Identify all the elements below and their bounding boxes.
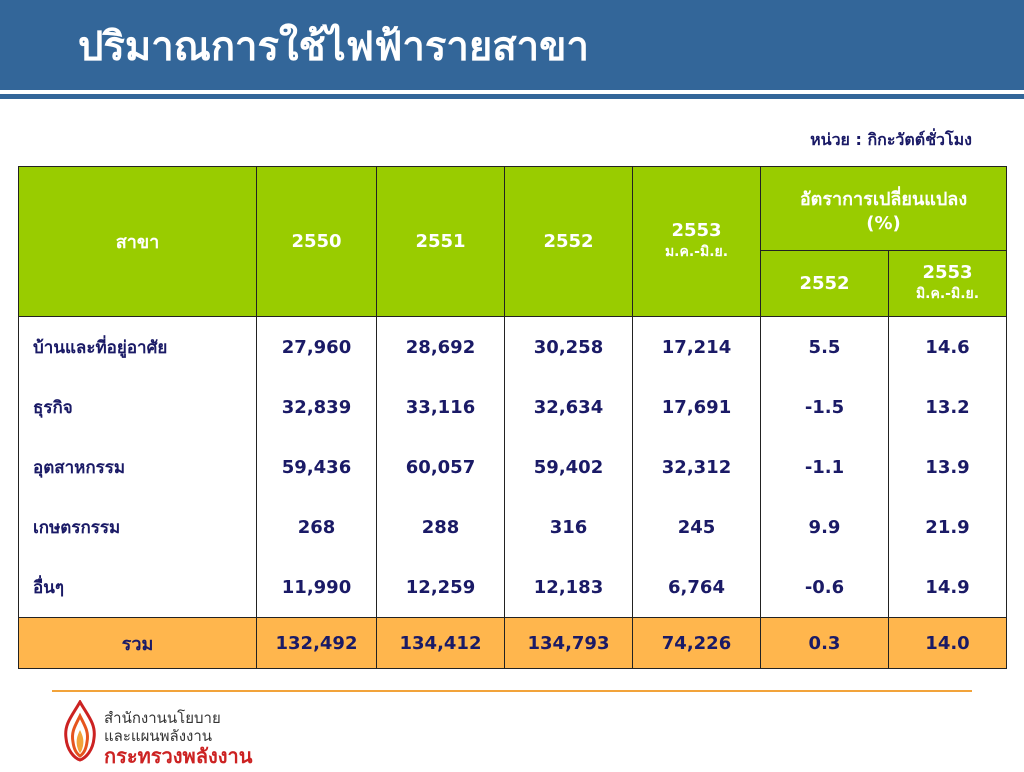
total-label: รวม [18,617,257,669]
org-name-line2: และแผนพลังงาน [104,727,213,745]
table-row: อื่นๆ 11,990 12,259 12,183 6,764 -0.6 14… [18,557,1008,618]
table-row: เกษตรกรรม 268 288 316 245 9.9 21.9 [18,497,1008,557]
cell-change-2553: 13.2 [887,377,1008,437]
total-2551: 134,412 [376,617,505,669]
header-change-group: อัตราการเปลี่ยนแปลง (%) [759,166,1008,251]
header-change-2553: 2553 มิ.ค.-มิ.ย. [887,250,1008,317]
header-year-2553-label: 2553 [671,220,722,241]
row-label: เกษตรกรรม [18,497,257,557]
header-year-2552: 2552 [504,166,633,317]
cell-change-2553: 14.9 [887,557,1008,618]
total-2552: 134,793 [504,617,633,669]
unit-note: หน่วย : กิกะวัตต์ชั่วโมง [810,130,972,149]
cell-2551: 60,057 [376,437,505,497]
cell-2551: 288 [376,497,505,557]
cell-change-2552: 5.5 [760,316,889,377]
title-divider-blue [0,94,1024,99]
total-change-2552: 0.3 [760,617,889,669]
row-label: อุตสาหกรรม [18,437,257,497]
org-name-line1: สำนักงานนโยบาย [104,709,221,727]
row-label: บ้านและที่อยู่อาศัย [18,316,257,377]
row-label: ธุรกิจ [18,377,257,437]
header-year-2551: 2551 [376,166,505,317]
total-change-2553: 14.0 [887,617,1008,669]
row-label: อื่นๆ [18,557,257,618]
cell-2550: 27,960 [256,316,377,377]
cell-2553: 245 [632,497,761,557]
cell-change-2552: -0.6 [760,557,889,618]
cell-2551: 28,692 [376,316,505,377]
cell-2550: 268 [256,497,377,557]
total-2550: 132,492 [256,617,377,669]
cell-2550: 32,839 [256,377,377,437]
total-2553: 74,226 [632,617,761,669]
cell-2552: 316 [504,497,633,557]
header-change-2553-period: มิ.ค.-มิ.ย. [915,286,980,302]
table-row: บ้านและที่อยู่อาศัย 27,960 28,692 30,258… [18,316,1008,377]
cell-2552: 12,183 [504,557,633,618]
cell-2550: 11,990 [256,557,377,618]
ministry-name: กระทรวงพลังงาน [104,744,253,768]
cell-2553: 17,214 [632,316,761,377]
cell-2553: 6,764 [632,557,761,618]
cell-2552: 59,402 [504,437,633,497]
cell-2553: 32,312 [632,437,761,497]
cell-change-2552: -1.5 [760,377,889,437]
cell-change-2552: -1.1 [760,437,889,497]
total-row: รวม 132,492 134,412 134,793 74,226 0.3 1… [18,617,1008,669]
electricity-usage-table: สาขา 2550 2551 2552 2553 ม.ค.-มิ.ย. อัตร… [18,166,1008,669]
cell-2552: 32,634 [504,377,633,437]
title-divider-white [0,90,1024,94]
cell-2551: 12,259 [376,557,505,618]
header-change-2553-label: 2553 [922,262,973,283]
cell-change-2553: 21.9 [887,497,1008,557]
cell-2550: 59,436 [256,437,377,497]
cell-2552: 30,258 [504,316,633,377]
header-change-2552: 2552 [760,250,889,317]
cell-2553: 17,691 [632,377,761,437]
table-row: อุตสาหกรรม 59,436 60,057 59,402 32,312 -… [18,437,1008,497]
flame-logo-icon [64,700,96,762]
cell-change-2552: 9.9 [760,497,889,557]
title-bar: ปริมาณการใช้ไฟฟ้ารายสาขา [0,0,1024,90]
header-year-2550: 2550 [256,166,377,317]
header-year-2553: 2553 ม.ค.-มิ.ย. [632,166,761,317]
cell-change-2553: 14.6 [887,316,1008,377]
cell-change-2553: 13.9 [887,437,1008,497]
header-branch: สาขา [18,166,257,317]
page-title: ปริมาณการใช้ไฟฟ้ารายสาขา [78,24,589,70]
footer-divider [52,690,972,692]
header-year-2553-period: ม.ค.-มิ.ย. [664,244,729,260]
cell-2551: 33,116 [376,377,505,437]
table-row: ธุรกิจ 32,839 33,116 32,634 17,691 -1.5 … [18,377,1008,437]
